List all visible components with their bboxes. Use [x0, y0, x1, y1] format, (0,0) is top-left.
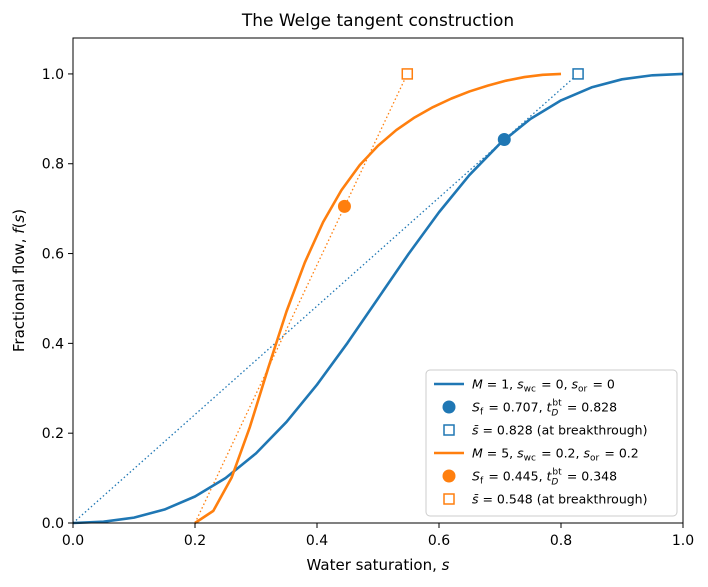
legend-label: s̄ = 0.548 (at breakthrough): [472, 492, 648, 507]
legend-label: M = 1, swc = 0, sor = 0: [472, 377, 615, 395]
chart-title: The Welge tangent construction: [241, 11, 514, 31]
y-tick-label: 0.8: [42, 157, 64, 173]
legend-box: [425, 369, 678, 517]
breakthrough-point-1: [572, 68, 584, 80]
axes-frame: [72, 37, 684, 524]
y-axis-label: Fractional flow, f(s): [10, 209, 28, 352]
tangent-line-1: [72, 73, 579, 524]
x-tick-label: 0.2: [184, 533, 206, 549]
y-tick-label: 0.6: [42, 247, 64, 263]
breakthrough-point-2: [401, 68, 414, 80]
x-tick-label: 1.0: [672, 533, 694, 549]
legend-dot-swatch: [442, 400, 456, 414]
legend-square-swatch: [443, 493, 455, 505]
legend-entry: Sf = 0.445, tDbt = 0.348: [442, 468, 617, 488]
legend-entry: s̄ = 0.828 (at breakthrough): [443, 423, 648, 438]
y-tick-label: 0.4: [42, 336, 64, 352]
shock-front-point-2: [337, 199, 351, 213]
legend-label: Sf = 0.445, tDbt = 0.348: [472, 468, 617, 488]
plot-area: [72, 68, 684, 525]
legend: M = 1, swc = 0, sor = 0 Sf = 0.707, tDbt …: [425, 369, 678, 517]
legend-entry: Sf = 0.707, tDbt = 0.828: [442, 399, 617, 419]
y-tick-label: 0.0: [42, 516, 64, 532]
y-tick-label: 0.2: [42, 426, 64, 442]
y-axis: 0.0 0.2 0.4 0.6 0.8 1.0: [42, 67, 73, 532]
x-tick-label: 0.6: [428, 533, 450, 549]
x-tick-label: 0.8: [550, 533, 572, 549]
x-axis-label: Water saturation, s: [307, 556, 450, 574]
x-axis: 0.0 0.2 0.4 0.6 0.8 1.0: [62, 523, 694, 549]
legend-label: Sf = 0.707, tDbt = 0.828: [472, 399, 617, 419]
x-tick-label: 0.4: [306, 533, 328, 549]
fractional-flow-curve-2: [194, 72, 562, 525]
legend-entry: M = 5, swc = 0.2, sor = 0.2: [434, 446, 639, 464]
shock-front-point-1: [497, 132, 511, 146]
legend-entry: s̄ = 0.548 (at breakthrough): [443, 492, 648, 507]
legend-square-swatch: [443, 424, 455, 436]
x-tick-label: 0.0: [62, 533, 84, 549]
legend-dot-swatch: [442, 469, 456, 483]
tangent-line-2: [194, 73, 408, 524]
fractional-flow-curve-1: [72, 72, 684, 525]
legend-entry: M = 1, swc = 0, sor = 0: [434, 377, 615, 395]
legend-label: M = 5, swc = 0.2, sor = 0.2: [472, 446, 639, 464]
y-tick-label: 1.0: [42, 67, 64, 83]
legend-label: s̄ = 0.828 (at breakthrough): [472, 423, 648, 438]
